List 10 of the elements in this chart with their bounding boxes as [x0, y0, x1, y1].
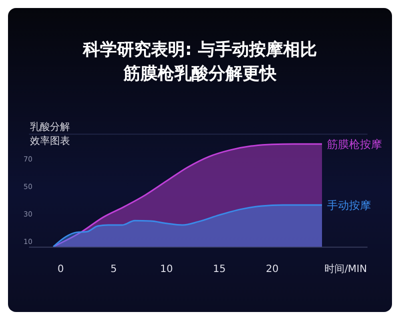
y-axis-title: 乳酸分解效率图表: [30, 121, 70, 147]
x-axis-title: 时间/MIN: [324, 263, 367, 275]
x-tick-label: 20: [266, 264, 279, 275]
x-tick-label: 10: [160, 264, 173, 275]
x-tick-label: 15: [213, 264, 226, 275]
series-label: 筋膜枪按摩: [327, 138, 382, 151]
series-label: 手动按摩: [327, 199, 372, 212]
x-tick-label: 5: [110, 264, 117, 275]
x-tick-label: 0: [58, 264, 64, 275]
chart-title: 科学研究表明: 与手动按摩相比筋膜枪乳酸分解更快: [82, 40, 317, 84]
